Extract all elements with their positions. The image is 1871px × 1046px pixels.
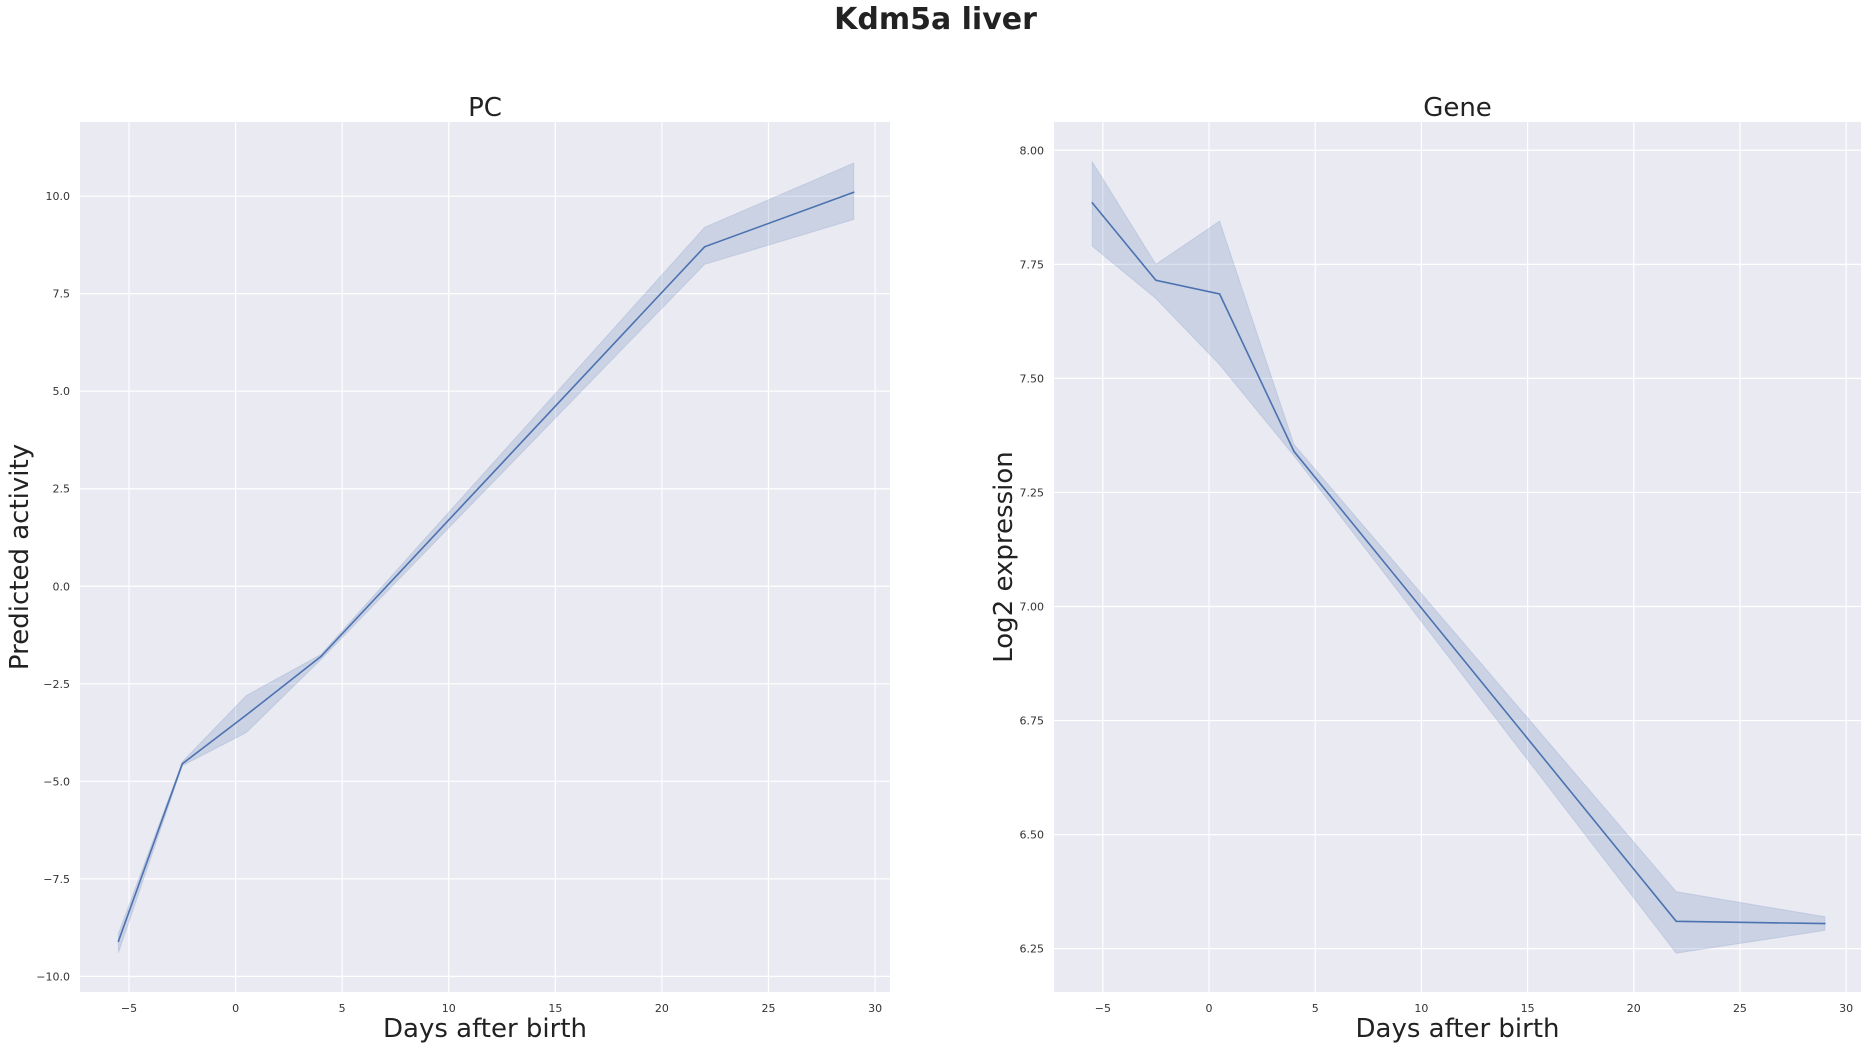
pc-y-tick-label: 10.0 [46, 190, 71, 203]
gene-x-tick-label: −5 [1095, 1002, 1111, 1015]
gene-y-tick-label: 6.25 [1020, 943, 1045, 956]
gene-x-tick-label: 30 [1839, 1002, 1853, 1015]
pc-x-tick-label: 0 [232, 1002, 239, 1015]
pc-y-axis-label: Predicted activity [5, 444, 35, 670]
pc-y-tick-label: 2.5 [53, 483, 71, 496]
gene-y-tick-label: 7.00 [1020, 600, 1045, 613]
gene-y-axis-label: Log2 expression [989, 451, 1019, 663]
gene-data-point [1091, 202, 1093, 204]
pc-x-tick-label: 30 [868, 1002, 882, 1015]
gene-data-point [1824, 923, 1826, 925]
gene-x-tick-label: 20 [1627, 1002, 1641, 1015]
pc-y-tick-label: −2.5 [43, 678, 70, 691]
gene-panel: −5 0 5 10 15 20 25 306.256.506.757.007.257.507.… [989, 93, 1861, 1044]
pc-x-tick-label: 20 [655, 1002, 669, 1015]
pc-y-tick-label: 5.0 [53, 385, 71, 398]
pc-x-tick-label: −5 [121, 1002, 137, 1015]
pc-panel: −5 0 5 10 15 20 25 30−10.0−7.5−5.0−2.50.02.55.0… [5, 93, 890, 1044]
pc-panel-title: PC [468, 93, 502, 123]
gene-y-tick-label: 7.50 [1020, 372, 1045, 385]
pc-data-point [320, 656, 322, 658]
pc-data-point [118, 940, 120, 942]
gene-x-tick-label: 5 [1312, 1002, 1319, 1015]
gene-data-point [1219, 293, 1221, 295]
pc-data-point [853, 191, 855, 193]
pc-y-tick-label: 0.0 [53, 580, 71, 593]
gene-y-tick-label: 6.50 [1020, 829, 1045, 842]
gene-data-point [1675, 920, 1677, 922]
gene-y-tick-label: 7.75 [1020, 258, 1045, 271]
gene-y-tick-label: 7.25 [1020, 486, 1045, 499]
pc-y-tick-label: −10.0 [36, 970, 70, 983]
pc-data-point [182, 763, 184, 765]
gene-panel-title: Gene [1423, 93, 1492, 123]
pc-x-axis-label: Days after birth [383, 1014, 587, 1044]
pc-data-point [245, 714, 247, 716]
gene-data-point [1155, 280, 1157, 282]
gene-x-tick-label: 25 [1733, 1002, 1747, 1015]
pc-x-tick-label: 25 [762, 1002, 776, 1015]
gene-x-tick-label: 0 [1206, 1002, 1213, 1015]
gene-data-point [1293, 451, 1295, 453]
gene-x-axis-label: Days after birth [1355, 1014, 1559, 1044]
pc-data-point [704, 246, 706, 248]
gene-y-tick-label: 6.75 [1020, 715, 1045, 728]
gene-y-tick-label: 8.00 [1020, 144, 1045, 157]
pc-y-tick-label: 7.5 [53, 288, 71, 301]
pc-y-tick-label: −5.0 [43, 775, 70, 788]
pc-y-tick-label: −7.5 [43, 873, 70, 886]
pc-x-tick-label: 5 [339, 1002, 346, 1015]
